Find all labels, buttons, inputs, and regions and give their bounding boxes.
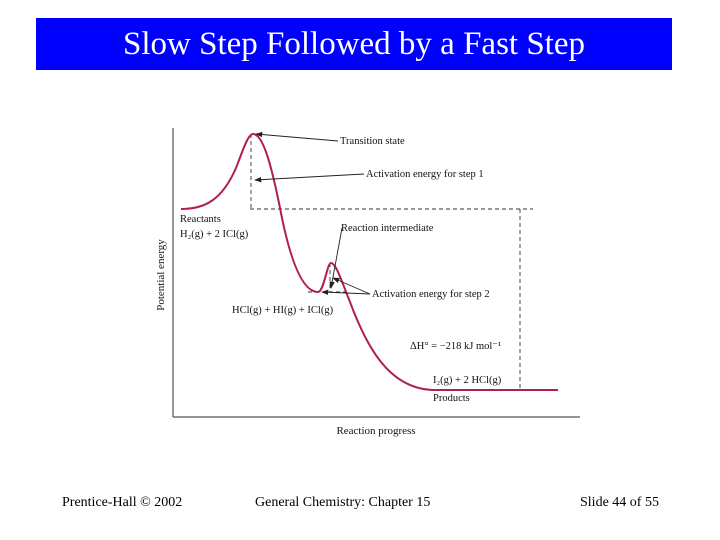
footer-chapter: General Chemistry: Chapter 15: [255, 495, 431, 510]
x-axis-label: Reaction progress: [336, 425, 415, 437]
footer-slide-number: Slide 44 of 55: [580, 495, 659, 510]
energy-curve: [180, 132, 558, 391]
activation-energy-step1-label: Activation energy for step 1: [366, 169, 484, 180]
products-formula: I₂(g) + 2 HCl(g): [433, 375, 502, 386]
step1-pointer: [254, 173, 365, 183]
step2-pointer-a: [332, 277, 371, 295]
step2-pointer-b: [321, 289, 371, 295]
slide-title-bar: Slow Step Followed by a Fast Step: [36, 18, 672, 70]
transition-state-label: Transition state: [340, 136, 405, 147]
delta-h-label: ΔH° = −218 kJ mol⁻¹: [410, 341, 501, 352]
reactants-label: Reactants: [180, 214, 221, 225]
footer-copyright: Prentice-Hall © 2002: [62, 495, 183, 510]
transition-state-pointer: [255, 131, 339, 142]
products-label: Products: [433, 393, 470, 404]
activation-energy-step2-label: Activation energy for step 2: [372, 289, 490, 300]
intermediate-formula: HCl(g) + HI(g) + ICl(g): [232, 305, 334, 316]
reaction-intermediate-label: Reaction intermediate: [341, 223, 434, 234]
slide-title: Slow Step Followed by a Fast Step: [122, 25, 586, 62]
y-axis-label: Potential energy: [155, 239, 167, 311]
reactants-formula: H₂(g) + 2 ICl(g): [180, 229, 249, 240]
